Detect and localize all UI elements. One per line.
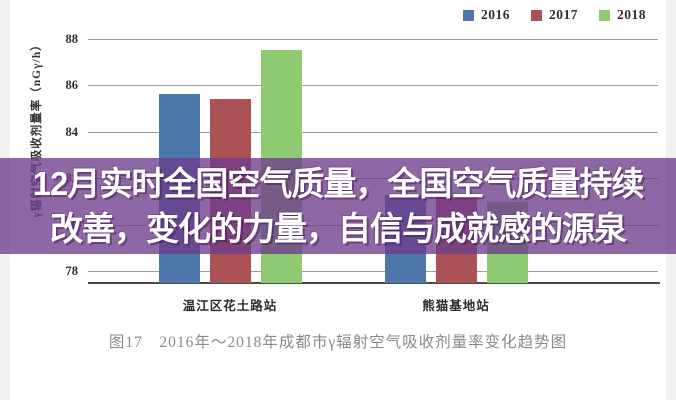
gridline-84: [88, 132, 658, 133]
chart-legend: 2016 2017 2018: [463, 7, 646, 23]
gridline-78: [88, 271, 658, 272]
overlay-banner: 12月实时全国空气质量，全国空气质量持续 改善，变化的力量，自信与成就感的源泉: [0, 158, 676, 254]
figure-caption: 图17 2016年～2018年成都市γ辐射空气吸收剂量率变化趋势图: [108, 334, 568, 351]
legend-label-2018: 2018: [617, 7, 646, 22]
y-tick-84: 84: [65, 125, 79, 139]
category-label-熊猫基地站: 熊猫基地站: [422, 299, 490, 313]
gridline-86: [88, 85, 658, 86]
legend-item-2016: 2016: [463, 7, 510, 23]
x-axis-line: [88, 282, 660, 284]
y-tick-86: 86: [65, 78, 79, 92]
legend-label-2017: 2017: [549, 7, 578, 22]
legend-swatch-2017: [531, 9, 542, 21]
category-label-温江区花土路站: 温江区花土路站: [182, 299, 278, 313]
banner-line-1: 12月实时全国空气质量，全国空气质量持续: [32, 165, 645, 202]
banner-line-2: 改善，变化的力量，自信与成就感的源泉: [50, 210, 627, 247]
legend-item-2018: 2018: [599, 7, 646, 23]
y-tick-88: 88: [65, 32, 79, 46]
legend-label-2016: 2016: [481, 7, 510, 22]
gridline-88: [88, 39, 658, 40]
y-tick-78: 78: [65, 264, 79, 278]
legend-item-2017: 2017: [531, 7, 578, 23]
legend-swatch-2016: [463, 9, 474, 21]
legend-swatch-2018: [599, 9, 610, 21]
